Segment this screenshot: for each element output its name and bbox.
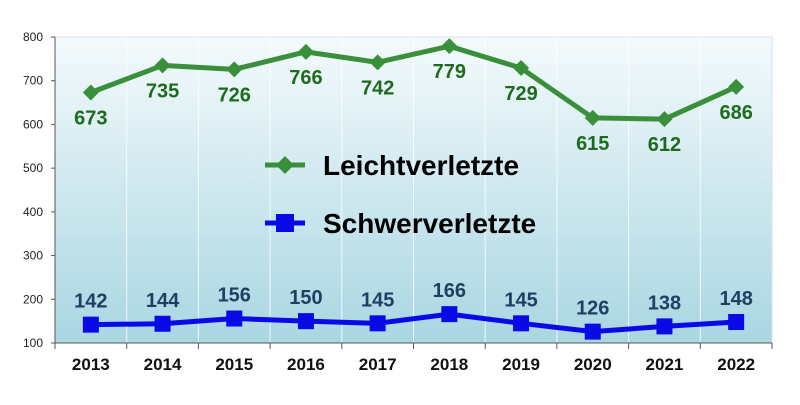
x-tick-label: 2020 [574, 355, 612, 374]
data-label: 612 [648, 134, 681, 156]
data-label: 138 [648, 292, 681, 314]
data-point-diamond [154, 57, 171, 74]
data-label: 150 [289, 287, 322, 309]
data-point-square [728, 314, 745, 331]
x-tick-label: 2015 [215, 355, 253, 374]
data-point-diamond [297, 43, 314, 60]
data-point-square [154, 315, 171, 332]
data-label: 779 [433, 61, 466, 83]
y-tick-label: 100 [23, 336, 43, 350]
y-tick-label: 600 [23, 117, 43, 131]
data-label: 615 [576, 133, 609, 155]
legend-label: Leichtverletzte [323, 150, 519, 181]
data-label: 735 [146, 80, 179, 102]
data-point-square [441, 306, 458, 323]
y-tick-label: 200 [23, 292, 43, 306]
x-tick-label: 2022 [717, 355, 755, 374]
data-point-square [297, 313, 314, 330]
x-tick-label: 2021 [646, 355, 684, 374]
x-tick-label: 2017 [359, 355, 397, 374]
y-tick-label: 700 [23, 74, 43, 88]
data-label: 686 [719, 102, 752, 124]
data-label: 148 [719, 288, 752, 310]
y-tick-label: 500 [23, 161, 43, 175]
legend-diamond-icon [276, 156, 294, 174]
data-label: 145 [361, 289, 394, 311]
y-tick-label: 400 [23, 205, 43, 219]
data-point-square [82, 316, 99, 333]
x-tick-label: 2019 [502, 355, 540, 374]
legend-square-icon [276, 214, 294, 232]
data-point-square [513, 315, 530, 332]
data-point-diamond [441, 38, 458, 55]
data-label: 742 [361, 77, 394, 99]
data-point-diamond [728, 78, 745, 95]
data-point-diamond [656, 111, 673, 128]
data-label: 729 [504, 83, 537, 105]
data-point-diamond [82, 84, 99, 101]
data-point-diamond [513, 60, 530, 77]
y-tick-label: 800 [23, 30, 43, 44]
data-point-square [584, 323, 601, 340]
data-label: 145 [504, 289, 537, 311]
x-tick-label: 2014 [144, 355, 182, 374]
series-line-0 [89, 43, 738, 122]
data-label: 144 [146, 290, 180, 312]
data-label: 156 [218, 285, 251, 307]
data-point-diamond [369, 54, 386, 71]
x-tick-label: 2018 [430, 355, 468, 374]
data-point-square [369, 315, 386, 332]
legend-label: Schwerverletzte [323, 208, 536, 239]
data-point-diamond [226, 61, 243, 78]
y-tick-label: 300 [23, 249, 43, 263]
data-label: 166 [433, 280, 466, 302]
data-label: 142 [74, 291, 107, 313]
data-label: 726 [218, 84, 251, 106]
data-label: 766 [289, 67, 322, 89]
data-point-square [656, 318, 673, 335]
series-line-1 [90, 311, 737, 335]
data-point-diamond [584, 109, 601, 126]
data-label: 126 [576, 298, 609, 320]
data-point-square [226, 310, 243, 327]
x-tick-label: 2013 [72, 355, 110, 374]
x-tick-label: 2016 [287, 355, 325, 374]
data-label: 673 [74, 108, 107, 130]
